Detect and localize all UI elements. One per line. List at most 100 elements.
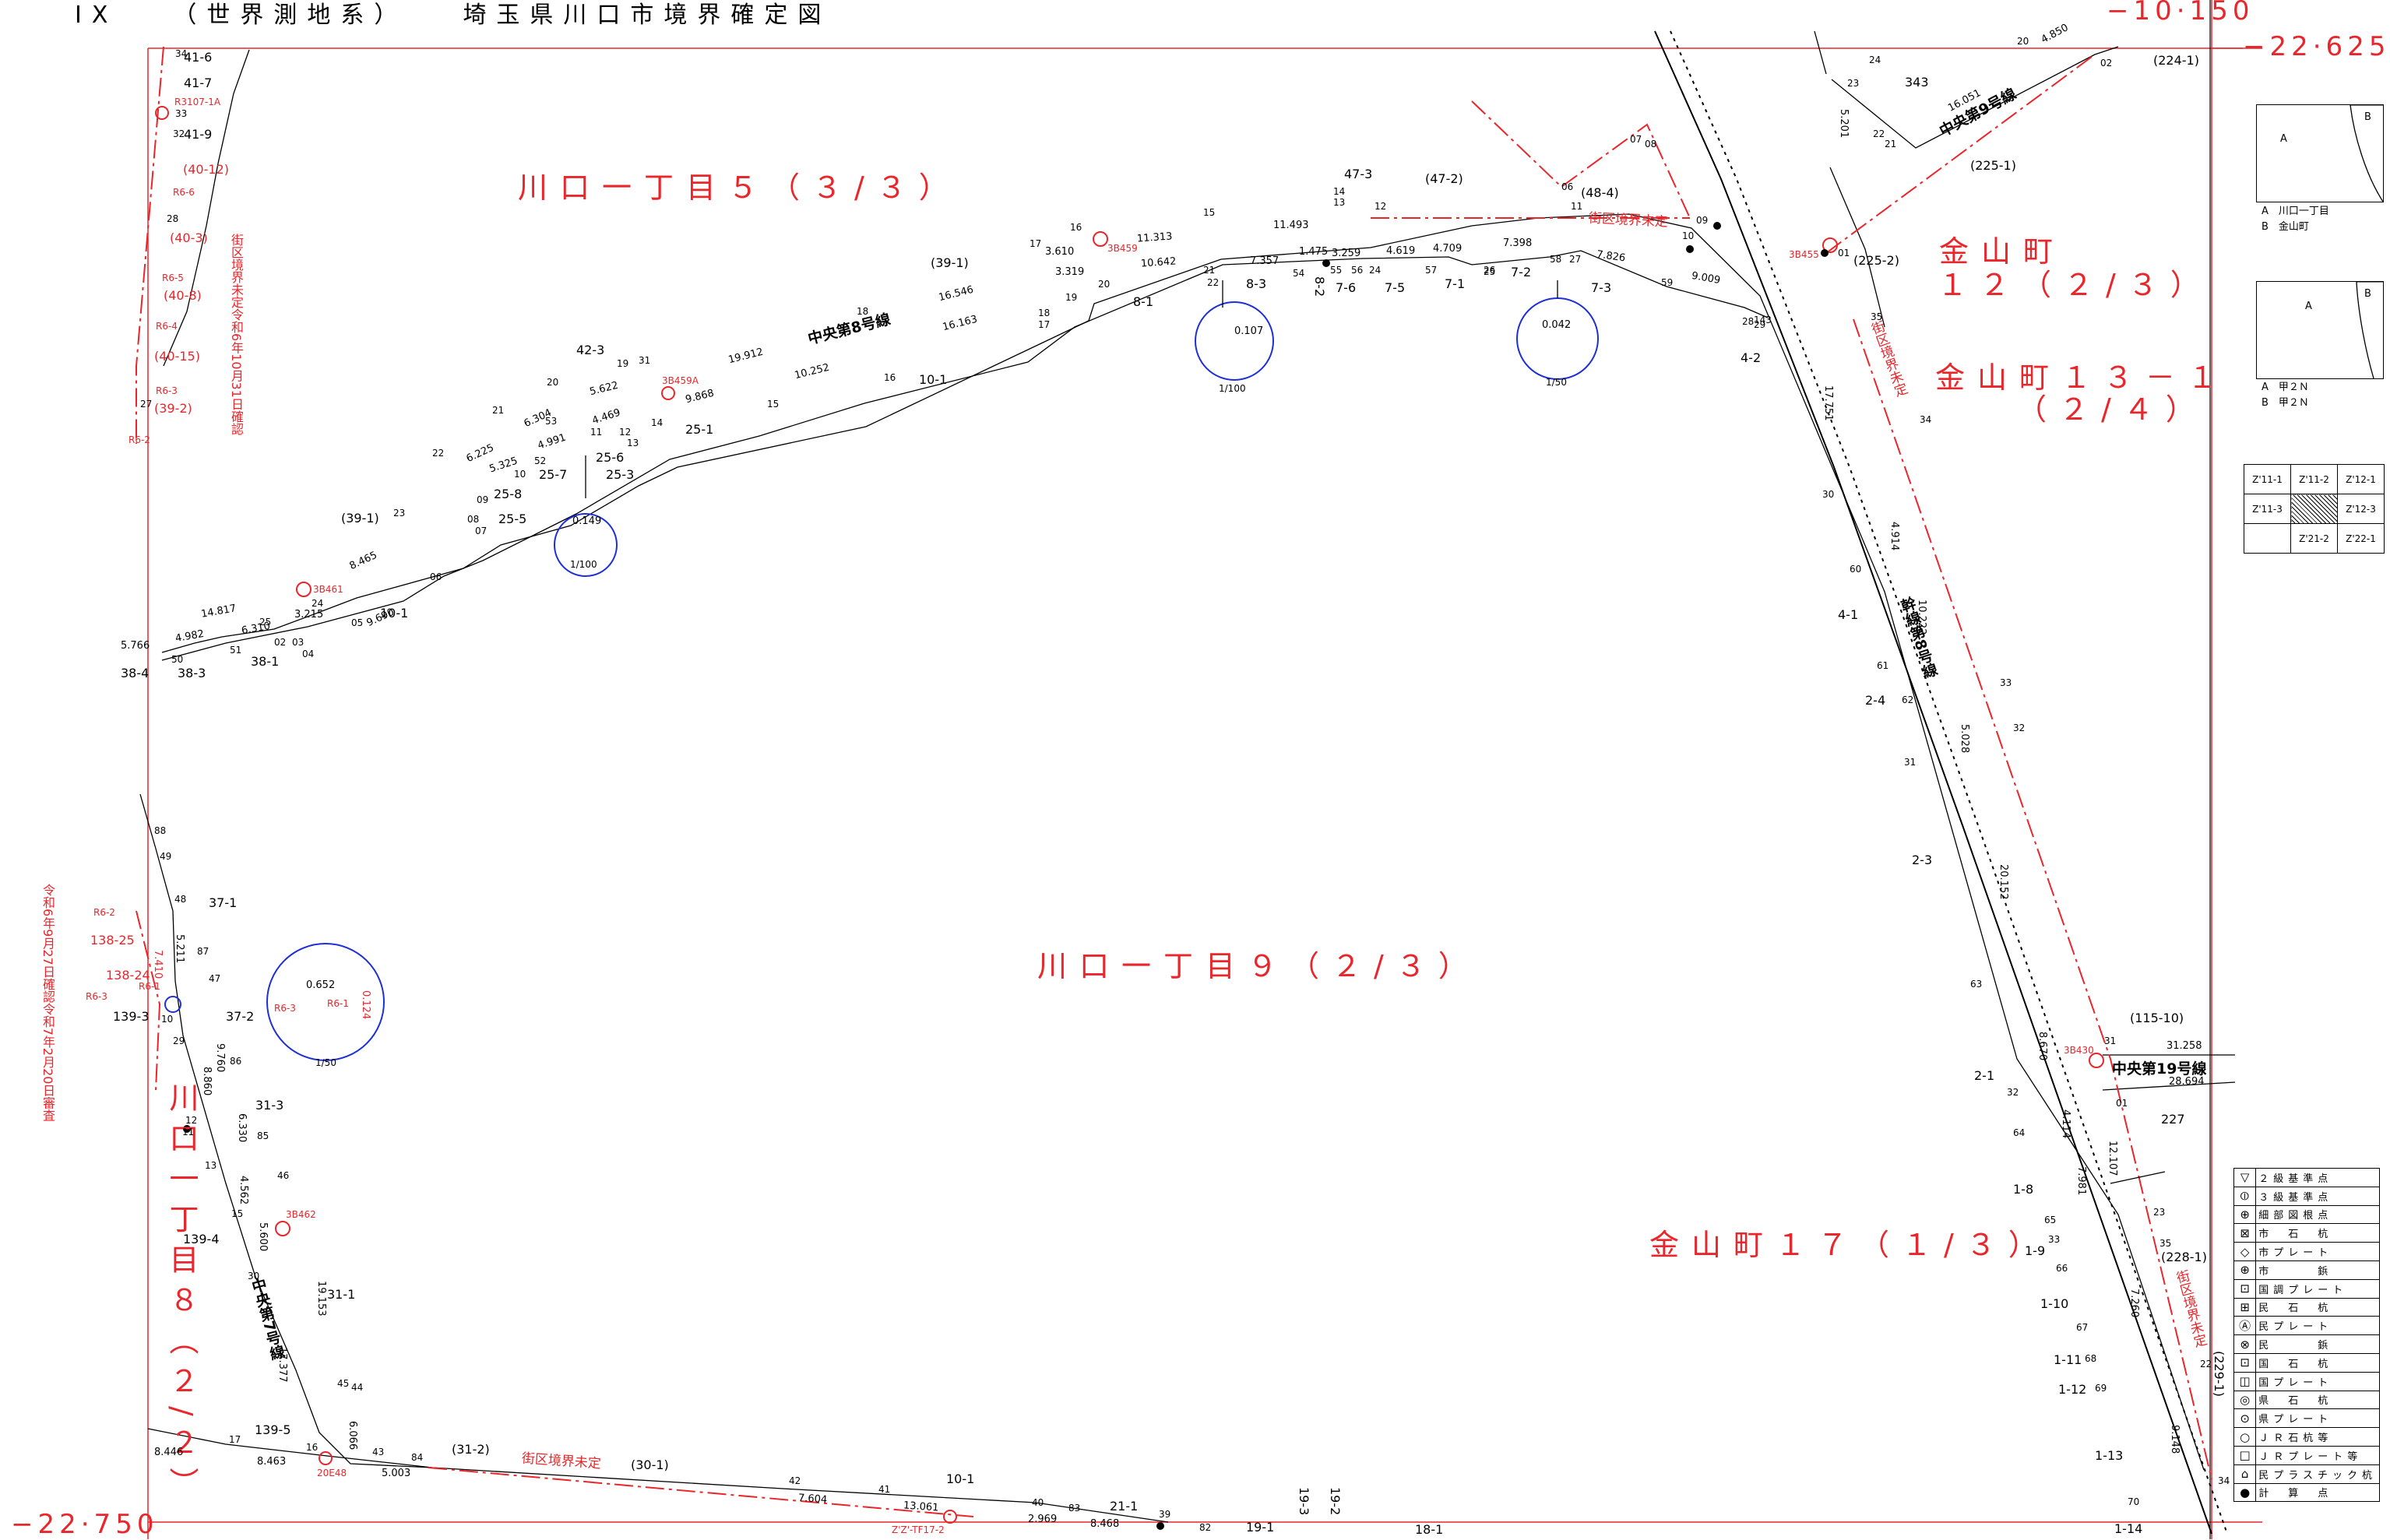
railway bbox=[1654, 30, 2228, 1535]
distance-label: 12.107 bbox=[2107, 1141, 2118, 1176]
legend-symbol-icon: ⊡ bbox=[2233, 1352, 2257, 1373]
parcel-40-12: (40-12) bbox=[183, 162, 229, 177]
point-label: 22 bbox=[1873, 128, 1885, 139]
note-review-date: 令和7年2月20日審査 bbox=[40, 1002, 55, 1122]
detail-distance-0124: 0.124 bbox=[360, 990, 371, 1020]
symbol-legend-row: ⌂ 民プラスチック杭 bbox=[2233, 1464, 2380, 1484]
parcel-38-3: 38-3 bbox=[178, 666, 206, 680]
parcel-21-1: 21-1 bbox=[1110, 1499, 1139, 1514]
point-label: 19 bbox=[617, 358, 629, 369]
distance-label: 31.258 bbox=[2166, 1040, 2202, 1052]
parcel-225-2: (225-2) bbox=[1853, 253, 1899, 268]
distance-label: 5.600 bbox=[257, 1222, 269, 1252]
point-label: 50 bbox=[171, 654, 184, 665]
parcel-7-2: 7-2 bbox=[1511, 265, 1532, 280]
point-label: 68 bbox=[2085, 1353, 2097, 1364]
town-kanayama-12-b: １２（２/３） bbox=[1938, 268, 2212, 302]
legend-symbol-label: 民プラスチック杭 bbox=[2255, 1464, 2380, 1484]
distance-label: 13.061 bbox=[903, 1500, 939, 1514]
distance-label: 5.003 bbox=[382, 1468, 411, 1479]
calc-points bbox=[183, 222, 1829, 1530]
point-label: 17 bbox=[1030, 238, 1042, 249]
boundary-lines bbox=[139, 30, 2236, 1523]
point-label: 87 bbox=[197, 946, 209, 957]
point-label: 20 bbox=[547, 377, 559, 388]
point-label: 08 bbox=[1645, 139, 1657, 149]
point-label: 17 bbox=[1038, 319, 1051, 330]
point-label: 59 bbox=[1661, 277, 1674, 288]
point-label: 33 bbox=[2048, 1234, 2061, 1245]
road-chuo-19: 中央第19号線 bbox=[2112, 1060, 2207, 1078]
legend-symbol-icon: ⊙ bbox=[2233, 1408, 2257, 1429]
location-legend-2-a: A 甲２Ｎ bbox=[2262, 381, 2309, 393]
parcel-138-24: 138-24 bbox=[106, 968, 150, 983]
legend-symbol-icon: ▽ bbox=[2233, 1168, 2257, 1187]
parcel-2-1: 2-1 bbox=[1974, 1068, 1995, 1083]
point-label: 43 bbox=[372, 1447, 385, 1457]
point-label: 28 bbox=[167, 213, 179, 224]
point-label: 49 bbox=[160, 851, 172, 862]
symbol-legend-row: ⦶ ３級基準点 bbox=[2233, 1186, 2380, 1206]
distance-label: 2.969 bbox=[1028, 1514, 1058, 1525]
town-kanayama-13-b: （２/４） bbox=[2017, 392, 2208, 427]
parcel-39-1-left: (39-1) bbox=[341, 511, 379, 526]
point-label: 84 bbox=[411, 1452, 424, 1463]
point-label: 34 bbox=[2218, 1475, 2230, 1486]
point-label: 46 bbox=[277, 1170, 290, 1181]
distance-label: 8.468 bbox=[1090, 1518, 1120, 1530]
point-label: 23 bbox=[1847, 78, 1860, 89]
point-label: 51 bbox=[230, 645, 242, 656]
legend-symbol-icon: ⊡ bbox=[2233, 1278, 2257, 1299]
map-title: 埼玉県川口市境界確定図 bbox=[463, 2, 832, 29]
legend-symbol-label: 県 石 杭 bbox=[2255, 1390, 2380, 1410]
location-legend-1: A 川口一丁目 B 金山町 bbox=[2262, 204, 2329, 235]
parcel-47-2: (47-2) bbox=[1425, 171, 1463, 186]
point-label: 14 bbox=[651, 417, 663, 428]
point-label: 35 bbox=[1871, 311, 1883, 322]
legend-symbol-icon: ⊞ bbox=[2233, 1297, 2257, 1317]
symbol-legend-row: ⊙ 県プレート bbox=[2233, 1408, 2380, 1429]
distance-label: 7.410 bbox=[152, 950, 164, 979]
point-label: 11 bbox=[1571, 201, 1583, 212]
point-label: 31 bbox=[1904, 757, 1917, 768]
symbol-legend-row: ◇ 市プレート bbox=[2233, 1242, 2380, 1261]
parcel-225-1: (225-1) bbox=[1970, 158, 2016, 173]
symbol-legend-row: ⊕ 細部図根点 bbox=[2233, 1204, 2380, 1225]
location-legend-1-a: A 川口一丁目 bbox=[2262, 206, 2329, 217]
sheet-prefix: IX bbox=[75, 2, 118, 29]
sheet-index-table: Z'11-1 Z'11-2 Z'12-1 Z'11-3 Z'12-3 Z'21-… bbox=[2244, 464, 2385, 554]
coord-label-top: −10·150 bbox=[2107, 0, 2254, 26]
point-label: 19 bbox=[1065, 292, 1078, 303]
parcel-25-7: 25-7 bbox=[539, 467, 568, 482]
point-label: 56 bbox=[1351, 265, 1364, 276]
point-label: 20 bbox=[1098, 279, 1111, 290]
parcel-139-4: 139-4 bbox=[183, 1232, 220, 1246]
parcel-25-6: 25-6 bbox=[596, 450, 625, 465]
parcel-343: 343 bbox=[1905, 75, 1929, 90]
scale-label-3: 1/50 bbox=[1546, 377, 1567, 388]
index-cell: Z'11-1 bbox=[2244, 464, 2291, 494]
distance-label: 4.709 bbox=[1433, 243, 1463, 255]
parcel-115-10: (115-10) bbox=[2130, 1011, 2184, 1025]
scale-label-1: 1/100 bbox=[570, 559, 597, 570]
point-label: 70 bbox=[2128, 1496, 2140, 1507]
point-label: 01 bbox=[2116, 1098, 2128, 1109]
point-label: 33 bbox=[175, 108, 188, 119]
legend-symbol-icon: □ bbox=[2233, 1445, 2257, 1465]
point-label: 09 bbox=[477, 494, 489, 505]
symbol-legend-row: ● 計 算 点 bbox=[2233, 1482, 2380, 1503]
parcel-40-3: (40-3) bbox=[170, 230, 208, 245]
parcel-38-4: 38-4 bbox=[121, 666, 150, 680]
legend-symbol-label: 国 石 杭 bbox=[2255, 1352, 2380, 1373]
note-confirm-2024-09: 令和6年9月27日確認令和7年2月20日審査 bbox=[39, 884, 56, 1121]
point-label: 61 bbox=[1877, 660, 1889, 671]
note-confirm-date-1: 令和6年9月27日確認 bbox=[40, 884, 55, 1003]
point-label: 32 bbox=[2007, 1087, 2019, 1098]
point-label: 24 bbox=[1369, 265, 1382, 276]
point-label: 29 bbox=[1754, 319, 1766, 330]
symbol-legend-row: Ⓐ 民プレート bbox=[2233, 1316, 2380, 1336]
note-confirm-date: 令和6年10月31日確認 bbox=[229, 308, 244, 435]
point-label: 14 bbox=[1333, 186, 1346, 197]
legend-symbol-icon: ⊗ bbox=[2233, 1334, 2257, 1354]
point-label: 05 bbox=[351, 617, 364, 628]
